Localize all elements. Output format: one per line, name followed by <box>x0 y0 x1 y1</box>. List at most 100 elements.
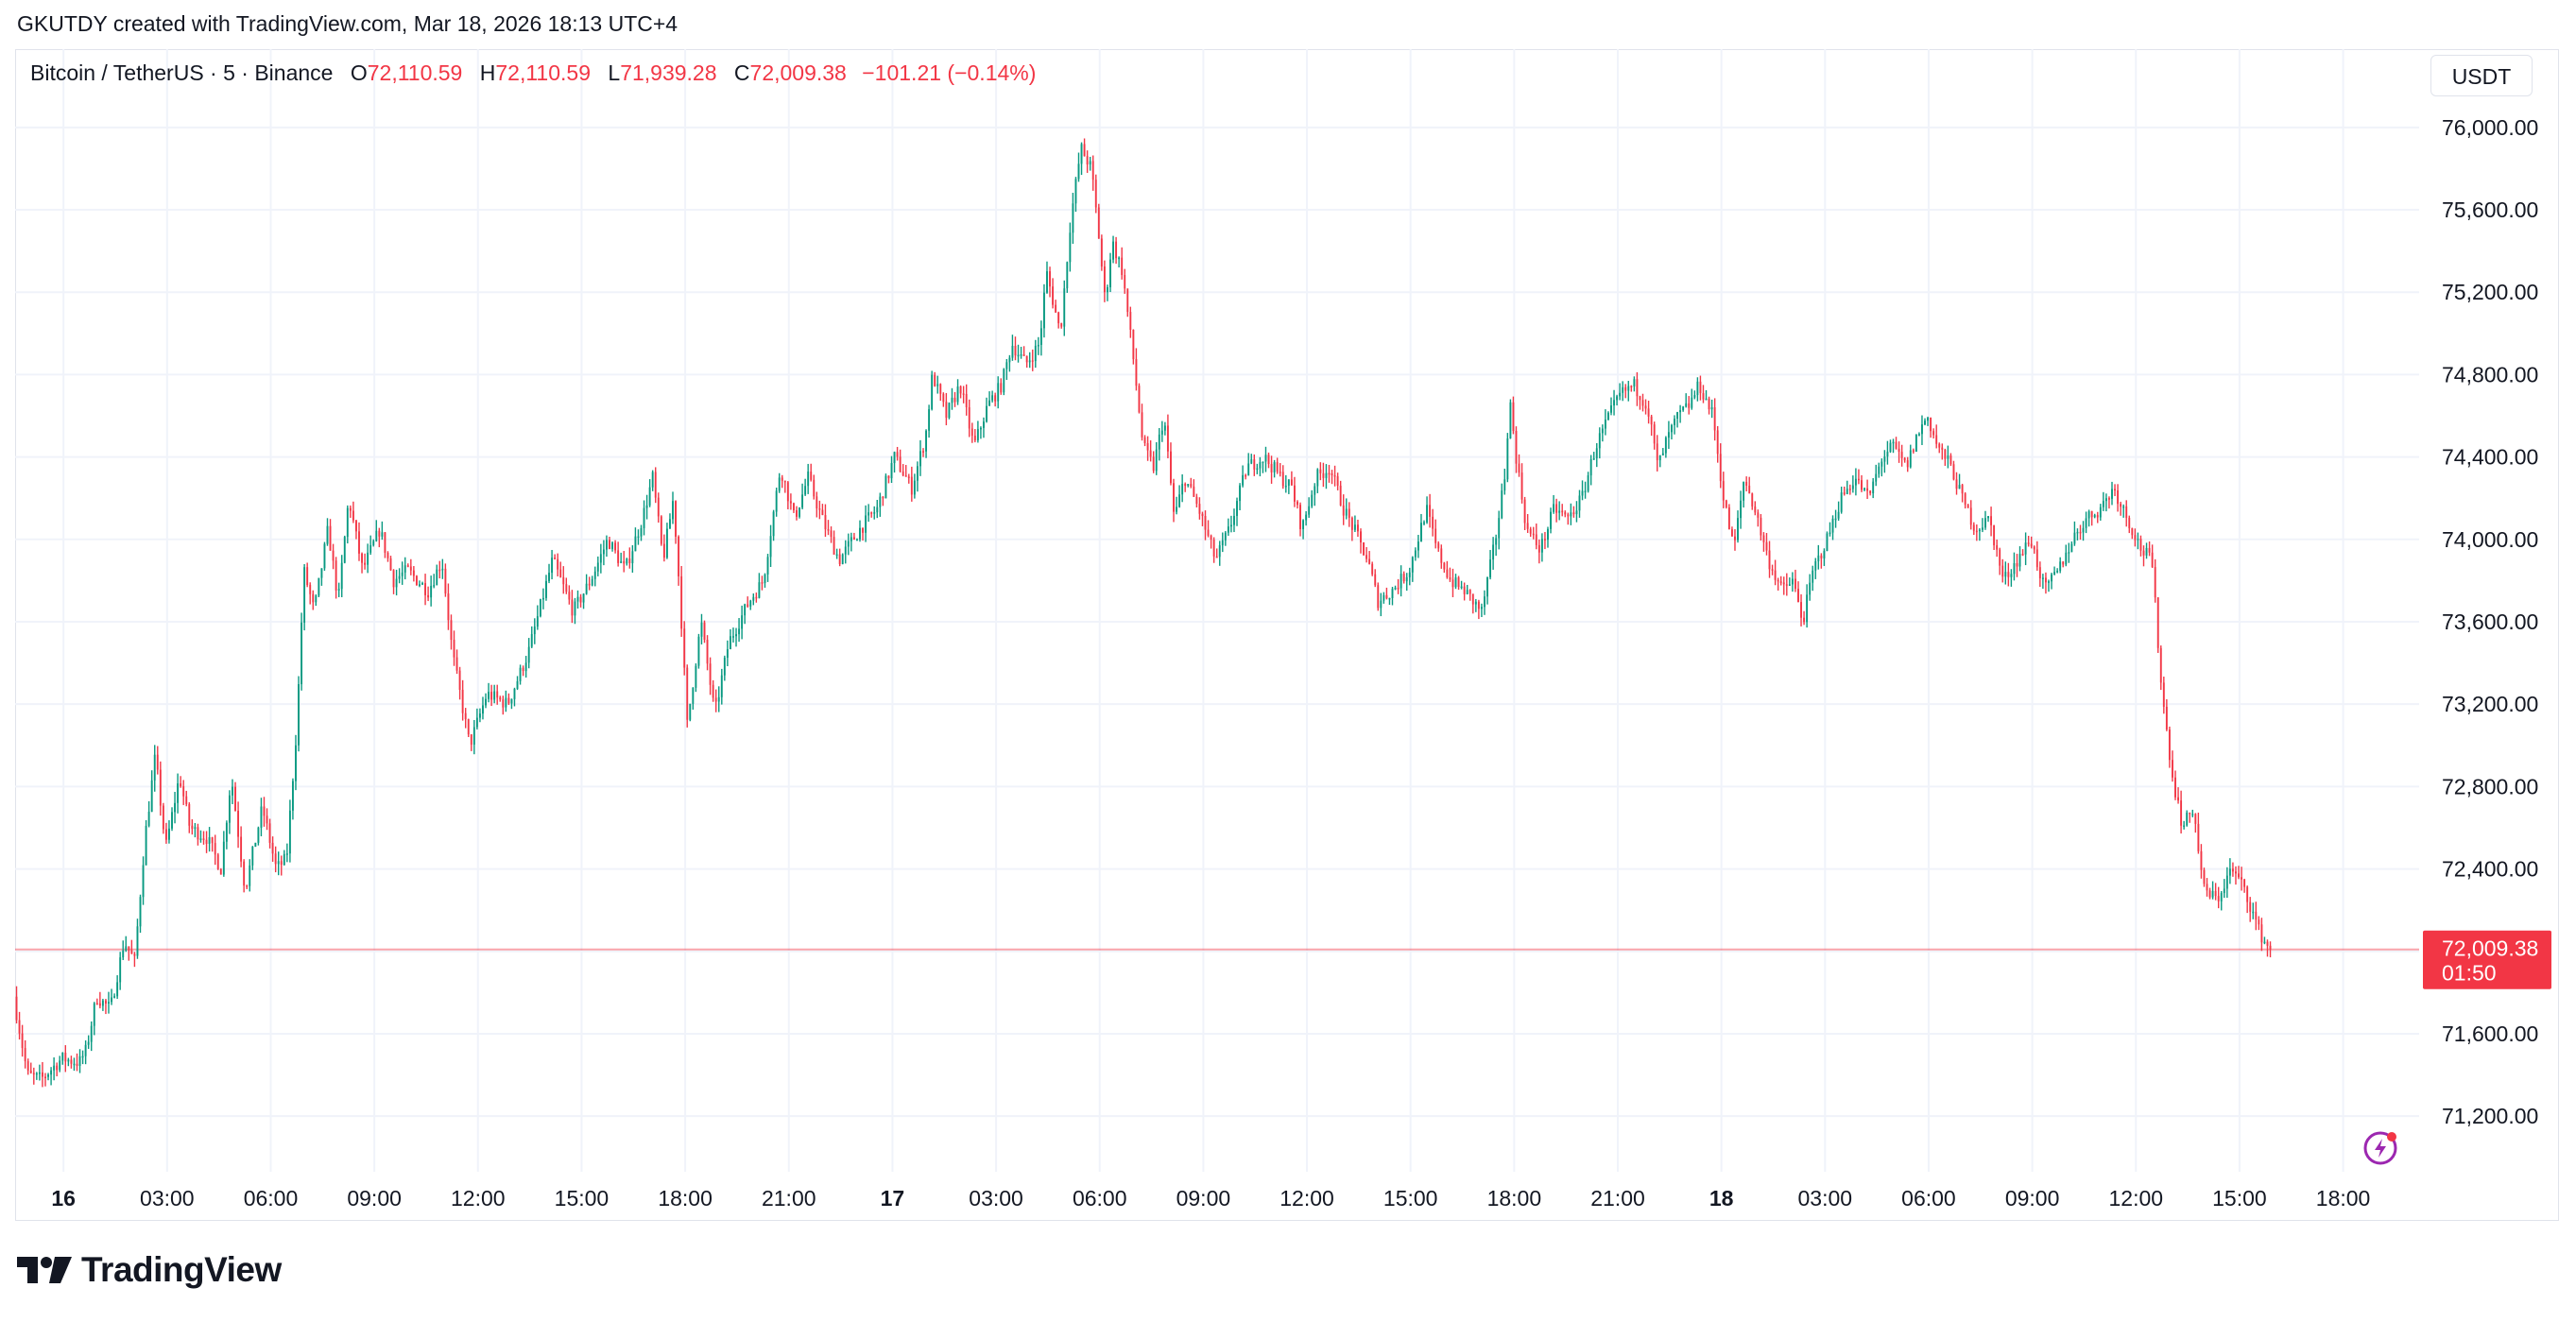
candle-up <box>1242 465 1245 488</box>
time-tick-label: 18:00 <box>2316 1186 2371 1210</box>
candle-down <box>2208 887 2211 900</box>
candle-up <box>637 529 640 545</box>
symbol-name[interactable]: Bitcoin / TetherUS · 5 · Binance <box>30 60 334 85</box>
candle-body <box>1299 505 1301 529</box>
candle-down <box>1086 150 1089 173</box>
candle-down <box>1938 442 1941 454</box>
candle-up <box>1705 389 1708 401</box>
candle-down <box>2177 787 2179 804</box>
candle-up <box>93 1002 95 1036</box>
candle-body <box>838 554 841 564</box>
candle-body <box>735 634 737 637</box>
candle-body <box>2059 561 2062 572</box>
candle-down <box>709 657 712 695</box>
candle-body <box>1345 508 1348 516</box>
candle-up <box>1495 534 1498 557</box>
candle-body <box>850 537 852 541</box>
candle-up <box>1227 518 1229 536</box>
candle-body <box>1250 459 1253 464</box>
candle-up <box>1917 432 1920 437</box>
candle-body <box>1518 463 1520 473</box>
candle-body <box>367 552 369 565</box>
candle-body <box>669 519 671 529</box>
candle-body <box>873 512 876 514</box>
candle-body <box>554 558 557 559</box>
candle-body <box>1100 238 1103 267</box>
candle-body <box>470 734 472 745</box>
candle-body <box>1066 262 1069 289</box>
candle-body <box>1091 161 1094 180</box>
candle-body <box>599 554 602 563</box>
tradingview-logo[interactable]: TradingView <box>17 1250 282 1289</box>
candle-up <box>493 684 496 704</box>
candle-body <box>2114 489 2116 491</box>
candle-down <box>965 384 968 416</box>
candle-down <box>968 399 970 438</box>
candle-down <box>133 952 136 968</box>
candle-up <box>1233 508 1235 533</box>
candle-up <box>865 505 867 542</box>
candle-up <box>1305 511 1308 526</box>
candle-body <box>32 1073 35 1074</box>
candle-down <box>827 520 830 536</box>
candle-up <box>651 470 654 491</box>
currency-button[interactable]: USDT <box>2430 55 2533 96</box>
candle-down <box>2180 790 2183 834</box>
candle-up <box>1250 454 1253 465</box>
candle-body <box>1489 559 1492 577</box>
candle-down <box>1170 442 1172 486</box>
candle-down <box>464 708 467 729</box>
candle-body <box>1360 531 1362 543</box>
candle-up <box>530 626 533 648</box>
candle-body <box>2093 515 2096 518</box>
time-tick-label: 17 <box>881 1186 905 1210</box>
candle-up <box>2073 521 2076 546</box>
candle-body <box>1031 360 1034 362</box>
candle-body <box>1915 434 1917 452</box>
chart-panel[interactable] <box>15 49 2559 1221</box>
candle-up <box>2102 491 2104 511</box>
candle-body <box>1484 596 1485 608</box>
candle-body <box>1181 484 1184 495</box>
lightning-alert-icon[interactable] <box>2362 1130 2398 1166</box>
candle-up <box>648 479 651 507</box>
candle-up <box>2085 511 2087 534</box>
candle-body <box>113 996 116 998</box>
candle-body <box>1215 556 1218 558</box>
candle-body <box>1705 398 1708 401</box>
candle-up <box>298 676 300 752</box>
candle-body <box>1331 473 1333 475</box>
candle-body <box>1656 443 1658 461</box>
candle-body <box>381 532 384 537</box>
candle-body <box>1676 412 1678 420</box>
candle-body <box>697 636 700 666</box>
candle-body <box>1751 493 1754 506</box>
candle-down <box>1526 514 1529 533</box>
candle-down <box>1432 508 1434 537</box>
candle-body <box>2125 506 2128 519</box>
candle-down <box>2001 558 2004 583</box>
candle-up <box>113 993 116 999</box>
candle-body <box>1782 582 1785 585</box>
candle-body <box>2177 797 2179 801</box>
candle-up <box>1423 520 1425 525</box>
candle-down <box>467 718 470 738</box>
candle-down <box>1900 444 1903 467</box>
candle-down <box>1440 544 1443 569</box>
candle-up <box>2191 809 2194 817</box>
candle-down <box>361 552 363 574</box>
candle-body <box>1647 408 1650 417</box>
candle-down <box>781 474 783 489</box>
candle-body <box>1221 540 1224 546</box>
candle-down <box>1348 502 1350 527</box>
candle-up <box>1601 424 1604 442</box>
candle-down <box>427 586 430 602</box>
candle-up <box>735 627 737 647</box>
candle-body <box>568 592 571 600</box>
candle-body <box>1771 569 1774 571</box>
candle-body <box>565 584 568 592</box>
candle-down <box>2217 886 2220 909</box>
candle-body <box>1730 529 1733 537</box>
candle-up <box>925 429 927 458</box>
